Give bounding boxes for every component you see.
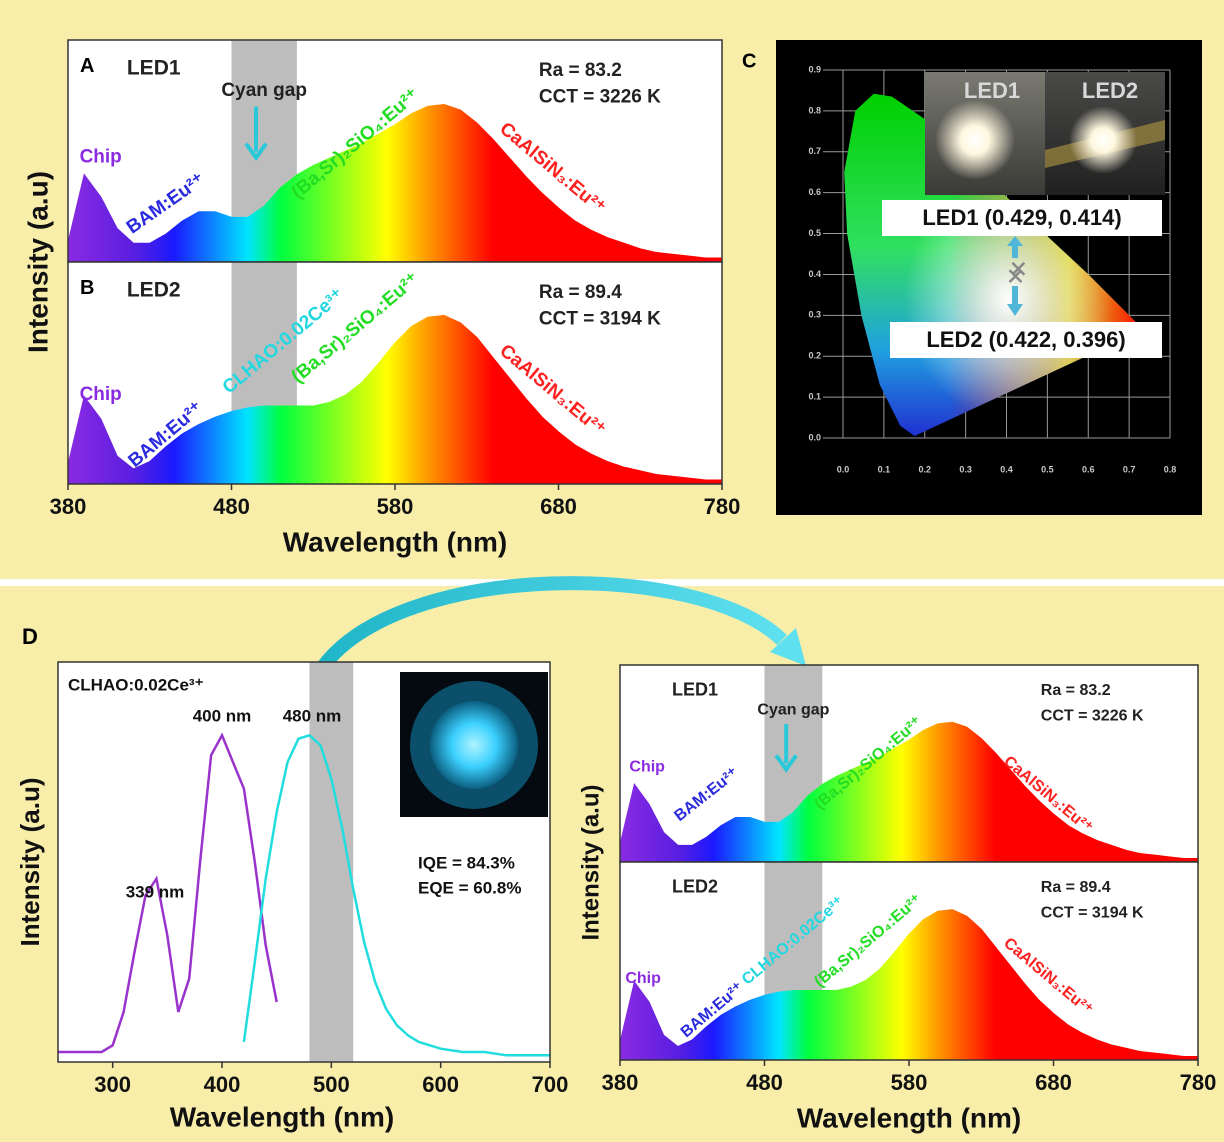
x-tick-label: 400 — [204, 1072, 241, 1097]
x-tick-label: 580 — [377, 494, 414, 519]
photo-label: LED1 — [964, 78, 1020, 103]
annotation: Ra = 83.2 — [539, 60, 622, 81]
x-tick-label: 480 — [213, 494, 250, 519]
x-tick-label: 600 — [422, 1072, 459, 1097]
annotation: Chip — [80, 147, 122, 168]
annotation: CCT = 3194 K — [539, 309, 661, 330]
x-tick-label: 300 — [94, 1072, 131, 1097]
annotation: Chip — [629, 759, 665, 776]
x-tick-label: 580 — [891, 1070, 928, 1095]
annotation: 480 nm — [283, 706, 342, 725]
y-tick-label: 0.0 — [808, 432, 821, 442]
annotation: Cyan gap — [221, 80, 307, 101]
photo-led1-glow — [935, 100, 1015, 180]
x-tick-label: 0.8 — [1164, 464, 1177, 474]
x-tick-label: 780 — [1180, 1070, 1217, 1095]
photo-phosphor — [430, 701, 518, 789]
annotation: CCT = 3194 K — [1041, 905, 1144, 922]
x-tick-label: 0.7 — [1123, 464, 1136, 474]
annotation: Cyan gap — [757, 702, 829, 719]
y-tick-label: 0.8 — [808, 105, 821, 115]
figure: ChipBAM:Eu²⁺Cyan gap(Ba,Sr)₂SiO₄:Eu²⁺CaA… — [0, 0, 1224, 1142]
annotation: 400 nm — [193, 706, 252, 725]
annotation: CCT = 3226 K — [539, 87, 661, 108]
x-axis-title: Wavelength (nm) — [170, 1101, 395, 1132]
photo-label: LED2 — [1082, 78, 1138, 103]
panel-letter: A — [80, 55, 94, 77]
x-tick-label: 0.0 — [837, 464, 850, 474]
x-tick-label: 680 — [540, 494, 577, 519]
annotation: Ra = 83.2 — [1041, 682, 1111, 699]
annotation: Ra = 89.4 — [1041, 879, 1111, 896]
annotation: 339 nm — [126, 882, 185, 901]
x-tick-label: 0.5 — [1041, 464, 1054, 474]
x-tick-label: 0.6 — [1082, 464, 1095, 474]
y-tick-label: 0.1 — [808, 391, 821, 401]
y-axis-title: Intensity (a.u) — [22, 171, 53, 353]
y-tick-label: 0.2 — [808, 351, 821, 361]
y-axis-title: Intensity (a.u) — [577, 784, 604, 940]
plot-title: LED2 — [127, 278, 181, 301]
photo-led2-glow — [1069, 106, 1137, 174]
annotation: Chip — [625, 970, 661, 987]
y-tick-label: 0.3 — [808, 310, 821, 320]
plot-title: LED1 — [672, 679, 718, 699]
x-tick-label: 380 — [602, 1070, 639, 1095]
plot-title: CLHAO:0.02Ce³⁺ — [68, 675, 204, 694]
panel-letter: C — [742, 50, 756, 72]
y-tick-label: 0.9 — [808, 64, 821, 74]
annotation: IQE = 84.3% — [418, 853, 515, 872]
x-tick-label: 0.1 — [878, 464, 891, 474]
y-axis-title: Intensity (a.u) — [15, 777, 45, 946]
x-tick-label: 500 — [313, 1072, 350, 1097]
x-tick-label: 780 — [704, 494, 741, 519]
x-axis-title: Wavelength (nm) — [797, 1102, 1022, 1133]
y-tick-label: 0.7 — [808, 146, 821, 156]
plot-title: LED1 — [127, 56, 181, 79]
point-label: LED1 (0.429, 0.414) — [922, 205, 1121, 230]
x-tick-label: 680 — [1035, 1070, 1072, 1095]
plot-title: LED2 — [672, 876, 718, 896]
x-tick-label: 0.4 — [1000, 464, 1013, 474]
annotation: EQE = 60.8% — [418, 878, 521, 897]
panel-letter: D — [22, 624, 38, 649]
x-tick-label: 700 — [532, 1072, 569, 1097]
x-tick-label: 380 — [50, 494, 87, 519]
annotation: Chip — [80, 384, 122, 405]
panel-letter: B — [80, 277, 94, 299]
x-tick-label: 0.2 — [918, 464, 931, 474]
point-label: LED2 (0.422, 0.396) — [926, 327, 1125, 352]
annotation: CCT = 3226 K — [1041, 707, 1144, 724]
y-tick-label: 0.5 — [808, 228, 821, 238]
x-tick-label: 480 — [746, 1070, 783, 1095]
x-tick-label: 0.3 — [959, 464, 972, 474]
page: ChipBAM:Eu²⁺Cyan gap(Ba,Sr)₂SiO₄:Eu²⁺CaA… — [0, 0, 1224, 1142]
annotation: Ra = 89.4 — [539, 282, 622, 303]
x-axis-title: Wavelength (nm) — [283, 526, 508, 557]
y-tick-label: 0.4 — [808, 269, 821, 279]
y-tick-label: 0.6 — [808, 187, 821, 197]
